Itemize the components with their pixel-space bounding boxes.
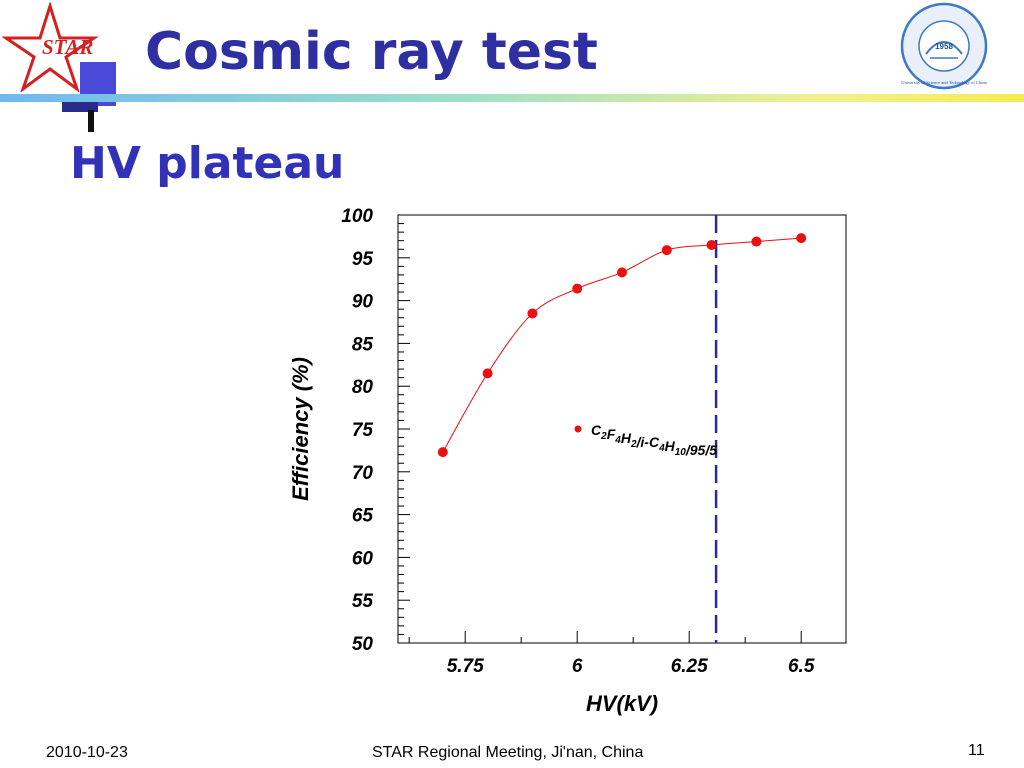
data-point [661, 245, 672, 256]
header-gradient-bar [0, 94, 1024, 102]
y-tick-label: 75 [352, 420, 374, 441]
data-point [796, 233, 807, 244]
footer-date: 2010-10-23 [46, 744, 128, 761]
title-decoration-bar [62, 100, 98, 112]
x-tick-label: 6.5 [788, 656, 815, 677]
page-number: 11 [968, 742, 985, 759]
star-logo-star-shape [2, 2, 99, 92]
data-point [617, 267, 627, 278]
university-seal: 1958 University of Science and Technolog… [900, 2, 988, 90]
footer-meeting: STAR Regional Meeting, Ji'nan, China [372, 744, 644, 761]
y-tick-label: 55 [352, 591, 374, 612]
data-point [706, 239, 717, 250]
y-tick-label: 65 [352, 506, 374, 527]
x-axis-title: HV(kV) [586, 691, 658, 716]
y-tick-label: 95 [352, 249, 374, 270]
plot-frame [397, 214, 847, 644]
legend-label-part: /i-C [636, 434, 660, 450]
data-point [527, 308, 538, 319]
y-tick-label: 70 [352, 463, 374, 484]
legend-marker [574, 425, 582, 433]
legend-label-subscript: 2 [600, 431, 607, 442]
x-axis-ticks [408, 631, 802, 643]
y-tick-label: 60 [352, 548, 374, 569]
y-tick-label: 90 [352, 292, 374, 313]
legend-label-subscript: 2 [630, 439, 637, 450]
data-point [751, 236, 762, 247]
data-point [572, 283, 583, 294]
legend: C2F4H2/i-C4H10/95/5 [574, 422, 717, 458]
title-decoration-stem [88, 110, 94, 132]
university-seal-text: University of Science and Technology of … [901, 80, 987, 85]
legend-label-part: /95/5 [685, 442, 717, 458]
legend-label: C2F4H2/i-C4H10/95/5 [591, 422, 717, 458]
x-tick-label: 6.25 [671, 656, 708, 677]
x-tick-label: 6 [572, 656, 583, 677]
slide-title: Cosmic ray test [145, 22, 598, 82]
y-tick-label: 80 [352, 377, 374, 398]
data-point [482, 368, 493, 379]
star-logo-text: STAR [42, 35, 93, 59]
y-axis-ticks [398, 214, 410, 644]
y-axis-title: Efficiency (%) [288, 357, 313, 501]
data-point [437, 447, 448, 458]
y-axis-tick-labels: 50 55 60 65 70 75 80 85 90 95 100 [341, 206, 373, 655]
university-seal-year: 1958 [935, 42, 953, 51]
star-logo: STAR [2, 2, 99, 92]
x-axis-tick-labels: 5.75 6 6.25 6.5 [447, 656, 815, 677]
legend-label-subscript: 4 [614, 435, 621, 446]
legend-label-subscript: 10 [675, 447, 687, 458]
data-points [437, 233, 807, 458]
legend-label-part: H [621, 430, 632, 446]
x-tick-label: 5.75 [447, 656, 484, 677]
y-tick-label: 85 [352, 334, 374, 355]
legend-label-part: C [591, 422, 602, 438]
legend-label-subscript: 4 [658, 443, 665, 454]
slide-subtitle: HV plateau [70, 138, 345, 189]
y-tick-label: 50 [352, 634, 374, 655]
legend-label-part: H [665, 438, 676, 454]
y-tick-label: 100 [341, 206, 373, 227]
legend-label-part: F [607, 426, 616, 442]
